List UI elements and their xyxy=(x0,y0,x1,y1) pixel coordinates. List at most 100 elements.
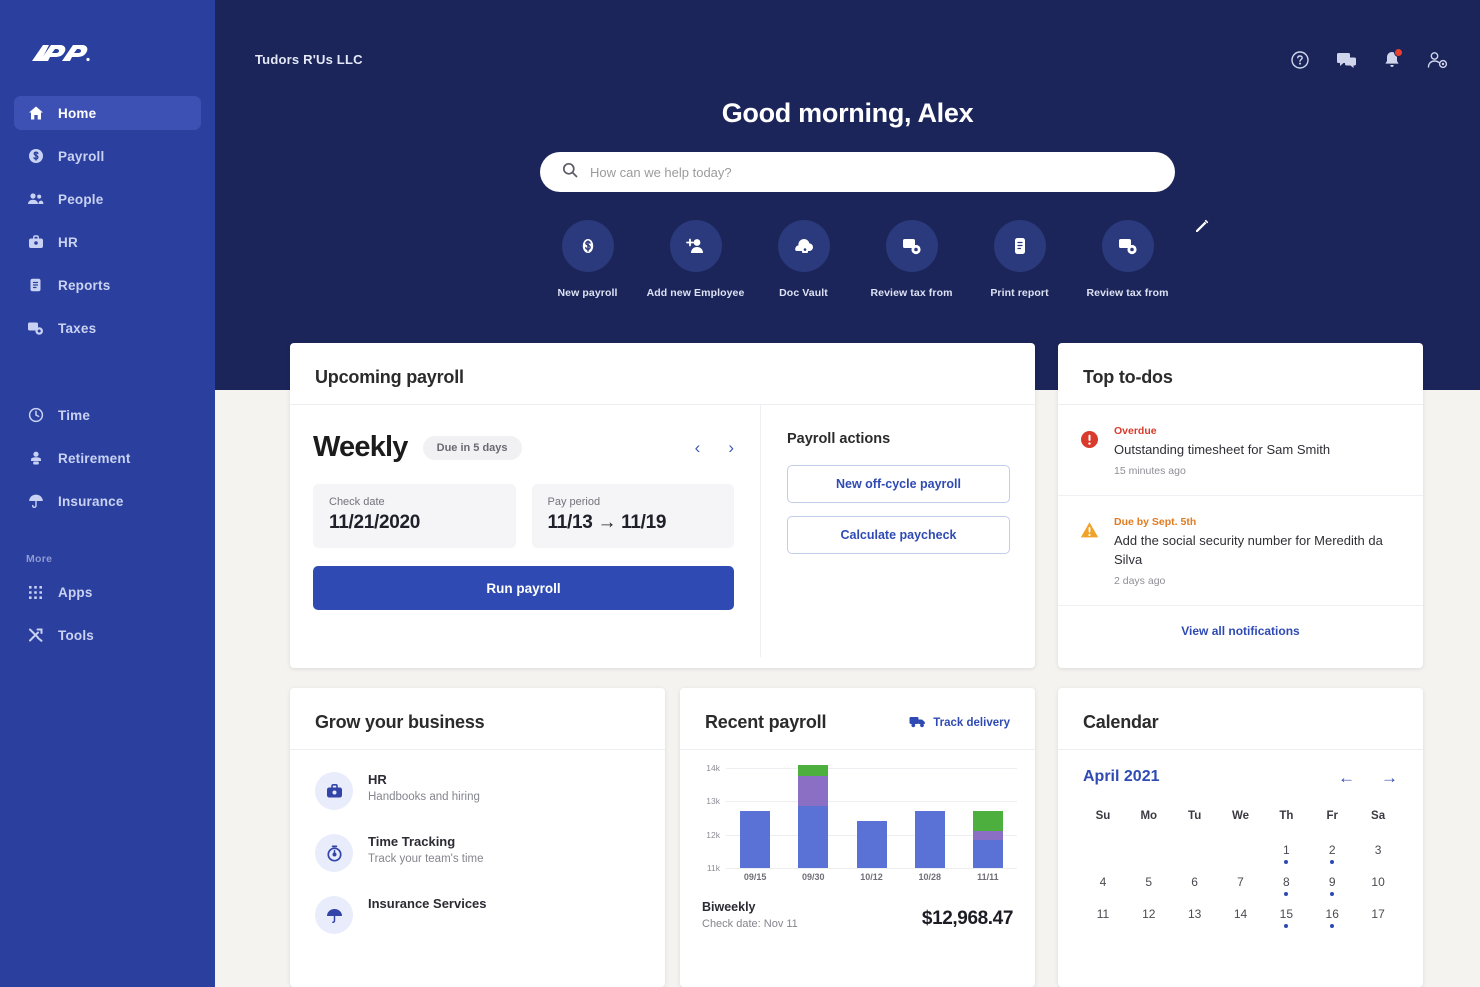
quick-action-doc-vault[interactable]: Doc Vault xyxy=(756,220,851,299)
calendar-day[interactable]: 3 xyxy=(1355,836,1401,868)
calendar-day-number: 1 xyxy=(1283,843,1290,857)
sidebar-item-label: Tools xyxy=(58,627,94,643)
quick-action-label: Review tax from xyxy=(1086,287,1169,299)
calendar-day[interactable]: 6 xyxy=(1172,868,1218,900)
sidebar-item-apps[interactable]: Apps xyxy=(14,575,201,609)
run-payroll-button[interactable]: Run payroll xyxy=(313,566,734,610)
list-item[interactable]: Insurance Services xyxy=(290,896,665,958)
chart-bar-column[interactable] xyxy=(959,768,1017,868)
page-title: Good morning, Alex xyxy=(721,98,974,128)
chart-y-axis: 11k 12k 13k 14k xyxy=(698,763,724,873)
chart-bar-column[interactable] xyxy=(842,768,900,868)
arrow-left-icon[interactable]: ← xyxy=(1338,767,1355,787)
sidebar-item-time[interactable]: Time xyxy=(14,398,201,432)
quick-action-review-tax-form-1[interactable]: Review tax from xyxy=(864,220,959,299)
sidebar-item-reports[interactable]: Reports xyxy=(14,268,201,302)
next-payroll-button[interactable]: › xyxy=(728,438,734,457)
chat-icon[interactable] xyxy=(1336,51,1357,70)
calendar-day[interactable]: 5 xyxy=(1126,868,1172,900)
new-off-cycle-payroll-button[interactable]: New off-cycle payroll xyxy=(787,465,1010,503)
grow-item-name: Insurance Services xyxy=(368,896,487,911)
quick-action-add-employee[interactable]: Add new Employee xyxy=(647,220,744,299)
list-item[interactable]: HR Handbooks and hiring xyxy=(290,772,665,834)
search-input[interactable] xyxy=(590,164,1153,180)
calendar-day[interactable]: 9 xyxy=(1309,868,1355,900)
dollar-coin-icon xyxy=(26,147,45,166)
sidebar-item-insurance[interactable]: Insurance xyxy=(14,484,201,518)
prev-payroll-button[interactable]: ‹ xyxy=(694,438,701,457)
calendar-day[interactable]: 10 xyxy=(1355,868,1401,900)
list-item[interactable]: Time Tracking Track your team's time xyxy=(290,834,665,896)
calendar-day[interactable]: 2 xyxy=(1309,836,1355,868)
error-icon xyxy=(1080,430,1100,477)
edit-quick-actions-button[interactable] xyxy=(1190,214,1214,238)
track-delivery-link[interactable]: Track delivery xyxy=(909,715,1010,731)
calendar-day[interactable]: 7 xyxy=(1218,868,1264,900)
calendar-day[interactable]: 14 xyxy=(1218,900,1264,932)
grid-apps-icon xyxy=(26,583,45,602)
chart-bar-column[interactable] xyxy=(726,768,784,868)
todo-content: Due by Sept. 5th Add the social security… xyxy=(1114,516,1401,587)
user-settings-icon[interactable] xyxy=(1427,51,1448,70)
calendar-day-number: 8 xyxy=(1283,875,1290,889)
calendar-day-number: 12 xyxy=(1142,907,1156,921)
list-item[interactable]: Due by Sept. 5th Add the social security… xyxy=(1058,496,1423,606)
quick-action-label: Doc Vault xyxy=(779,287,828,299)
calendar-day[interactable]: 11 xyxy=(1080,900,1126,932)
chart-x-tick: 09/15 xyxy=(743,872,767,882)
search-bar[interactable] xyxy=(540,152,1175,192)
quick-action-review-tax-form-2[interactable]: Review tax from xyxy=(1080,220,1175,299)
chart-bar-column[interactable] xyxy=(784,764,842,868)
calendar-day[interactable]: 13 xyxy=(1172,900,1218,932)
adp-logo[interactable] xyxy=(0,40,215,96)
payroll-frequency: Weekly xyxy=(313,431,408,463)
calendar-dow: Mo xyxy=(1140,810,1158,822)
briefcase-icon xyxy=(315,772,353,810)
calculate-paycheck-button[interactable]: Calculate paycheck xyxy=(787,516,1010,554)
sidebar-item-tools[interactable]: Tools xyxy=(14,618,201,652)
chart-y-tick: 12k xyxy=(706,829,720,840)
umbrella-icon xyxy=(26,492,45,511)
calendar-day[interactable]: 12 xyxy=(1126,900,1172,932)
calendar-day[interactable]: 16 xyxy=(1309,900,1355,932)
arrow-right-icon[interactable]: → xyxy=(1381,767,1398,787)
chart-gridline xyxy=(726,868,1017,869)
list-item[interactable]: Overdue Outstanding timesheet for Sam Sm… xyxy=(1058,405,1423,496)
people-icon xyxy=(26,190,45,209)
calendar-day[interactable]: 8 xyxy=(1263,868,1309,900)
header-icon-group xyxy=(1290,48,1448,70)
calendar-day-number: 15 xyxy=(1279,907,1294,921)
chart-bar-column[interactable] xyxy=(901,768,959,868)
help-icon[interactable] xyxy=(1290,50,1310,70)
quick-action-label: New payroll xyxy=(557,287,618,299)
calendar-day[interactable]: 4 xyxy=(1080,868,1126,900)
sidebar-item-hr[interactable]: HR xyxy=(14,225,201,259)
quick-action-new-payroll[interactable]: New payroll xyxy=(540,220,635,299)
grow-item-desc: Track your team's time xyxy=(368,853,484,865)
bell-icon[interactable] xyxy=(1383,48,1403,70)
sidebar-item-taxes[interactable]: Taxes xyxy=(14,311,201,345)
sidebar-item-label: Insurance xyxy=(58,493,124,509)
sidebar-item-retirement[interactable]: Retirement xyxy=(14,441,201,475)
chart-bar xyxy=(856,821,887,868)
view-all-notifications-link[interactable]: View all notifications xyxy=(1181,623,1300,638)
sidebar-item-people[interactable]: People xyxy=(14,182,201,216)
chart-gridline xyxy=(726,768,1017,769)
chart-x-tick: 11/11 xyxy=(977,872,999,882)
calendar-day-number: 2 xyxy=(1328,843,1336,857)
notification-badge xyxy=(1394,48,1403,57)
calendar-day[interactable]: 1 xyxy=(1263,836,1309,868)
calendar-day-number: 5 xyxy=(1145,875,1153,889)
top-todos-header: Top to-dos xyxy=(1058,343,1423,405)
sidebar-item-home[interactable]: Home xyxy=(14,96,201,130)
sidebar-item-payroll[interactable]: Payroll xyxy=(14,139,201,173)
recent-payroll-footer: Biweekly Check date: Nov 11 $12,968.47 xyxy=(680,888,1035,930)
calendar-day[interactable]: 15 xyxy=(1263,900,1309,932)
calendar-day[interactable]: 17 xyxy=(1355,900,1401,932)
quick-action-print-report[interactable]: Print report xyxy=(972,220,1067,299)
chart-y-tick: 13k xyxy=(706,796,720,807)
calendar-grid: Su Mo Tu We Th Fr Sa 1 2 3 4 5 6 7 8 9 10 11 12 13 14 15 16 17 xyxy=(1058,796,1423,932)
sidebar-item-label: Reports xyxy=(58,277,111,293)
todo-content: Overdue Outstanding timesheet for Sam Sm… xyxy=(1114,425,1330,477)
calendar-day-number: 16 xyxy=(1325,907,1339,921)
